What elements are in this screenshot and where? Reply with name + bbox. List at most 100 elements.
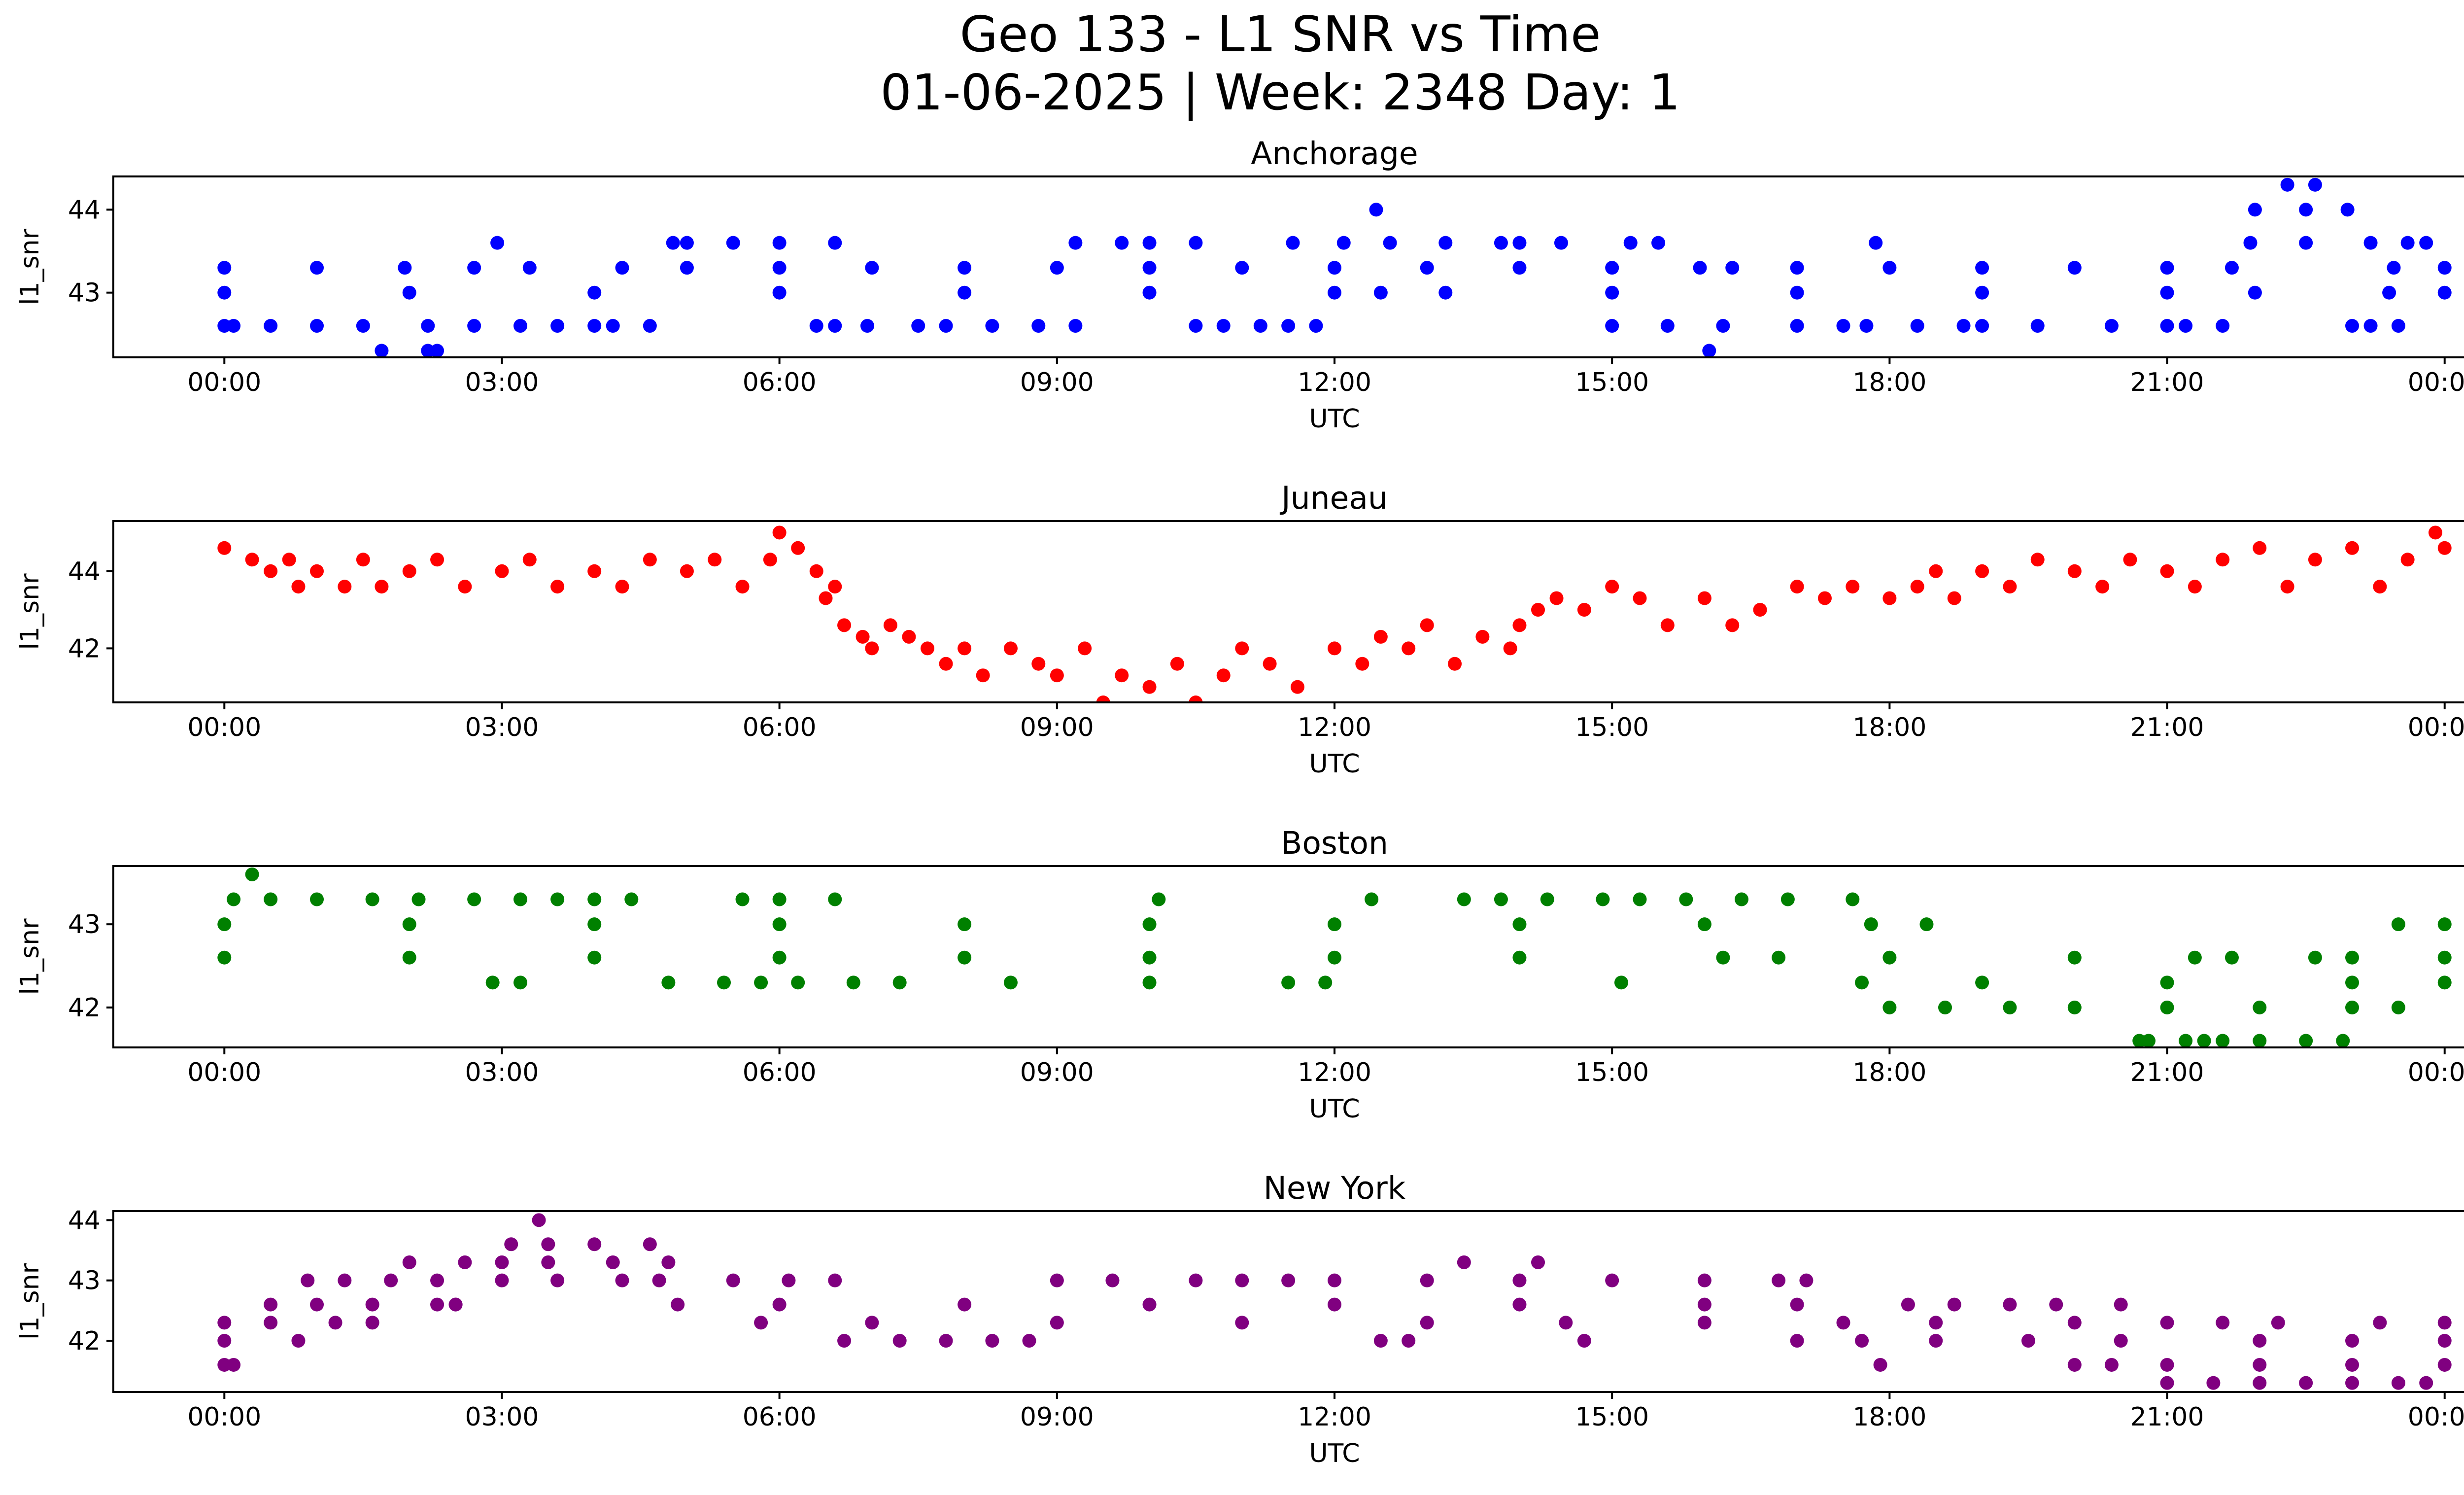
data-point-boston-34 <box>1864 917 1878 932</box>
data-point-new-york-37 <box>772 1297 787 1312</box>
data-point-new-york-17 <box>430 1273 445 1287</box>
data-point-anchorage-119 <box>2308 177 2322 192</box>
data-point-juneau-47 <box>1263 657 1277 671</box>
x-tick-label-new-york-4: 12:00 <box>1298 1402 1371 1432</box>
data-point-boston-39 <box>402 950 416 965</box>
data-point-boston-25 <box>217 917 232 932</box>
data-point-juneau-4 <box>291 580 306 594</box>
data-point-juneau-81 <box>2188 580 2202 594</box>
data-point-new-york-35 <box>532 1213 546 1227</box>
data-point-new-york-84 <box>1281 1273 1296 1287</box>
data-point-anchorage-95 <box>1068 236 1083 250</box>
data-point-new-york-81 <box>1105 1273 1120 1287</box>
data-point-anchorage-10 <box>1050 261 1064 275</box>
x-tick-label-anchorage-0: 00:00 <box>187 368 261 397</box>
data-point-anchorage-7 <box>772 261 787 275</box>
x-tick-label-juneau-1: 03:00 <box>465 713 539 742</box>
data-point-new-york-29 <box>606 1255 620 1269</box>
data-point-anchorage-51 <box>1031 319 1046 333</box>
panel-title-anchorage: Anchorage <box>1251 136 1418 172</box>
data-point-juneau-48 <box>1290 680 1304 694</box>
data-point-juneau-45 <box>1216 668 1231 683</box>
data-point-juneau-74 <box>1975 564 1989 578</box>
x-axis-label-anchorage: UTC <box>1309 404 1360 434</box>
data-point-anchorage-101 <box>1383 236 1397 250</box>
data-point-juneau-51 <box>1373 629 1388 644</box>
data-point-juneau-66 <box>1753 603 1767 617</box>
data-point-juneau-0 <box>217 541 232 555</box>
data-point-new-york-106 <box>2391 1376 2405 1390</box>
data-point-new-york-8 <box>264 1297 278 1312</box>
data-point-juneau-7 <box>356 553 370 567</box>
data-point-anchorage-8 <box>865 261 879 275</box>
data-point-anchorage-102 <box>1438 236 1453 250</box>
data-point-anchorage-60 <box>2345 319 2359 333</box>
data-point-anchorage-79 <box>1910 319 1924 333</box>
data-point-juneau-90 <box>2437 541 2452 555</box>
x-tick-label-juneau-7: 21:00 <box>2130 713 2204 742</box>
data-point-juneau-16 <box>615 580 629 594</box>
data-point-new-york-101 <box>2160 1376 2174 1390</box>
data-point-new-york-93 <box>1531 1255 1545 1269</box>
x-tick-label-new-york-8: 00:00 <box>2408 1402 2464 1432</box>
x-axis-label-juneau: UTC <box>1309 749 1360 779</box>
y-tick-label-anchorage-1: 44 <box>68 195 101 225</box>
data-point-boston-56 <box>513 975 527 990</box>
data-point-boston-72 <box>2437 975 2452 990</box>
data-point-boston-38 <box>217 950 232 965</box>
data-point-anchorage-40 <box>2248 285 2262 300</box>
data-point-anchorage-15 <box>1512 261 1527 275</box>
panel-boston: Boston 00:00 03:00 06:00 09:00 12:00 15:00 18:0… <box>15 825 2464 1124</box>
data-point-anchorage-3 <box>467 261 481 275</box>
data-point-juneau-32 <box>921 641 934 656</box>
data-point-juneau-11 <box>458 580 472 594</box>
x-tick-label-juneau-0: 00:00 <box>187 713 261 742</box>
data-point-juneau-30 <box>883 618 897 632</box>
data-point-new-york-36 <box>671 1297 685 1312</box>
data-point-new-york-18 <box>495 1273 509 1287</box>
data-point-anchorage-78 <box>1859 319 1874 333</box>
data-point-juneau-69 <box>1846 580 1860 594</box>
data-point-new-york-95 <box>2067 1357 2082 1372</box>
x-tick-label-boston-7: 21:00 <box>2130 1058 2204 1087</box>
data-point-anchorage-17 <box>1693 261 1707 275</box>
data-point-anchorage-34 <box>1373 285 1388 300</box>
y-tick-label-new-york-1: 43 <box>68 1266 101 1296</box>
data-point-boston-66 <box>1318 975 1333 990</box>
y-axis-label-anchorage: l1_snr <box>15 228 45 305</box>
data-point-anchorage-13 <box>1328 261 1341 275</box>
x-tick-label-boston-5: 15:00 <box>1575 1058 1649 1087</box>
data-point-boston-21 <box>1679 892 1693 906</box>
x-tick-label-anchorage-7: 21:00 <box>2130 368 2204 397</box>
data-point-juneau-40 <box>1096 695 1110 702</box>
data-point-anchorage-53 <box>1281 319 1296 333</box>
data-point-juneau-21 <box>763 553 777 567</box>
data-point-new-york-74 <box>1929 1334 1943 1348</box>
data-point-juneau-86 <box>2345 541 2359 555</box>
data-point-anchorage-5 <box>615 261 629 275</box>
data-point-new-york-15 <box>338 1273 352 1287</box>
panel-new-york: New York 00:00 03:00 06:00 09:00 12:00 15:00 18… <box>15 1170 2464 1468</box>
data-point-new-york-33 <box>587 1237 602 1252</box>
data-point-new-york-76 <box>2114 1334 2128 1348</box>
data-point-anchorage-25 <box>2387 261 2401 275</box>
data-point-anchorage-45 <box>467 319 481 333</box>
data-point-juneau-59 <box>1549 591 1564 605</box>
data-point-anchorage-24 <box>2224 261 2239 275</box>
data-point-new-york-43 <box>1790 1297 1804 1312</box>
x-tick-label-boston-6: 18:00 <box>1852 1058 1926 1087</box>
data-point-boston-77 <box>2160 1000 2174 1014</box>
data-point-anchorage-110 <box>2299 236 2313 250</box>
data-point-boston-2 <box>264 892 278 906</box>
data-point-new-york-78 <box>2345 1334 2359 1348</box>
data-point-new-york-25 <box>402 1255 416 1269</box>
data-point-juneau-61 <box>1605 580 1619 594</box>
data-point-boston-18 <box>1540 892 1554 906</box>
data-point-juneau-55 <box>1475 629 1490 644</box>
data-point-juneau-20 <box>735 580 750 594</box>
data-point-anchorage-99 <box>1286 236 1300 250</box>
series-boston <box>217 867 2452 1047</box>
data-point-anchorage-30 <box>772 285 787 300</box>
data-point-new-york-28 <box>541 1255 555 1269</box>
data-point-anchorage-0 <box>217 261 232 275</box>
